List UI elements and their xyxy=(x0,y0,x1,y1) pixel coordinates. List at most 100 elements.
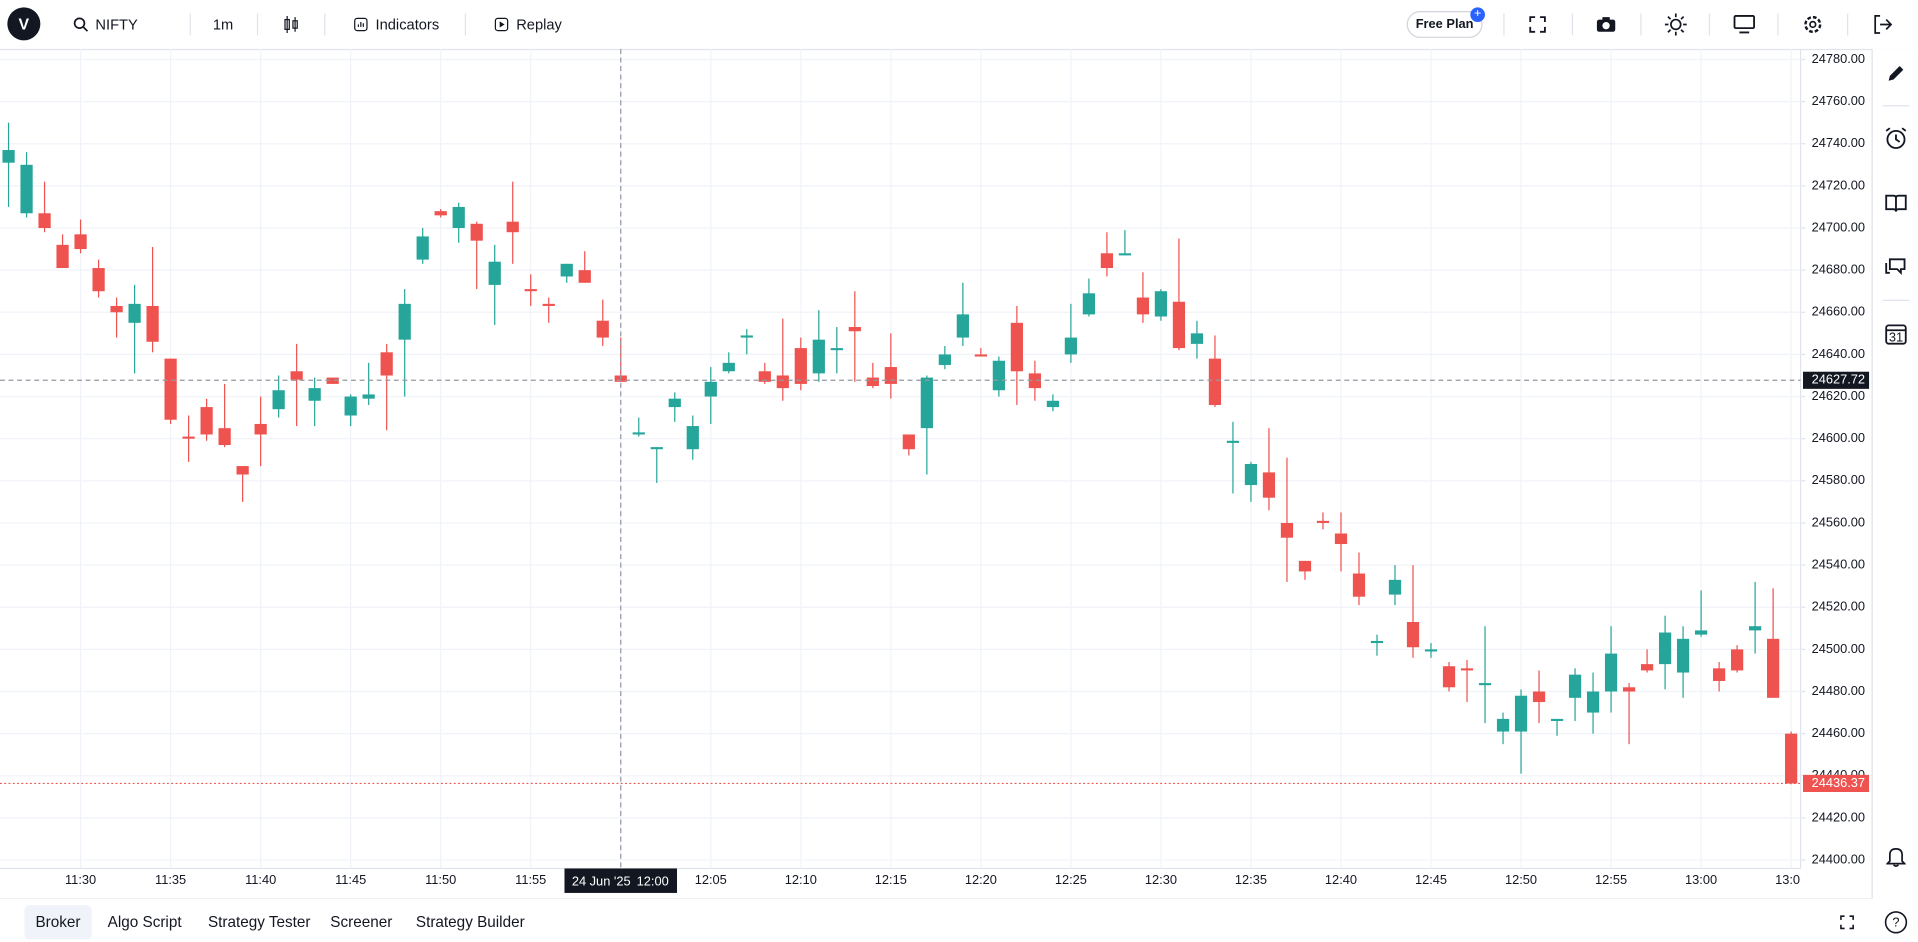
x-tick-label: 12:20 xyxy=(965,872,997,887)
candle-body xyxy=(380,352,393,376)
y-tick-label: 24760.00 xyxy=(1812,93,1866,108)
screen-icon[interactable] xyxy=(1733,14,1756,35)
symbol-search[interactable]: NIFTY xyxy=(73,0,138,49)
separator xyxy=(1777,13,1779,36)
candle-body xyxy=(1694,630,1708,635)
candle-body xyxy=(236,466,249,475)
candle-body xyxy=(1370,640,1384,644)
candle-body xyxy=(326,377,339,384)
candle-body xyxy=(578,270,591,283)
y-tick-label: 24640.00 xyxy=(1812,346,1866,361)
expand-icon[interactable] xyxy=(1840,915,1855,930)
logout-icon[interactable] xyxy=(1873,15,1893,35)
separator xyxy=(1708,13,1711,36)
plan-button[interactable]: Free Plan xyxy=(1406,11,1483,38)
y-tick-label: 24460.00 xyxy=(1812,725,1866,740)
candle-body xyxy=(1100,253,1114,269)
candle-body xyxy=(1010,322,1023,372)
journal-icon[interactable] xyxy=(1885,193,1907,213)
candle-body xyxy=(1767,638,1780,698)
candle-body xyxy=(56,244,69,269)
candle-body xyxy=(1226,440,1240,443)
crosshair-time-label: 12:00 xyxy=(637,873,669,888)
candle-body xyxy=(1352,573,1366,597)
x-tick-label: 11:50 xyxy=(425,872,456,887)
x-tick-label: 12:35 xyxy=(1235,872,1267,887)
symbol: NIFTY xyxy=(95,15,138,34)
x-tick-label: 11:30 xyxy=(65,872,96,887)
candle-body xyxy=(1172,301,1186,349)
calendar-icon[interactable]: 31 xyxy=(1885,323,1907,345)
candle-body xyxy=(470,223,483,241)
bottom-tab[interactable]: Algo Script xyxy=(107,913,182,931)
y-tick-label: 24540.00 xyxy=(1812,556,1866,571)
candle-body xyxy=(920,377,933,429)
candle-body xyxy=(1244,463,1258,486)
replay-label: Replay xyxy=(516,15,562,34)
candle-body xyxy=(1280,522,1294,538)
separator xyxy=(1640,13,1642,36)
draw-icon[interactable] xyxy=(1886,64,1906,84)
candle-body xyxy=(1406,621,1420,648)
candle-body xyxy=(272,390,285,410)
candle-body xyxy=(92,268,105,292)
candle-body xyxy=(2,150,15,163)
candle-body xyxy=(1262,472,1276,498)
candles xyxy=(2,122,1798,785)
interval-label: 1m xyxy=(212,15,234,34)
x-tick-label: 12:10 xyxy=(785,872,817,887)
separator xyxy=(1571,13,1574,36)
candle-body xyxy=(1046,400,1060,408)
interval[interactable]: 1m xyxy=(213,0,233,49)
candle-body xyxy=(398,303,411,340)
separator xyxy=(256,13,259,36)
separator xyxy=(1847,13,1849,36)
indicators-label: Indicators xyxy=(375,15,440,34)
y-tick-label: 24660.00 xyxy=(1812,304,1866,319)
camera-icon[interactable] xyxy=(1596,16,1616,33)
fullscreen-icon[interactable] xyxy=(1529,16,1546,33)
candle-body xyxy=(1118,253,1132,256)
candle-body xyxy=(1154,291,1168,317)
crosshair-time-box xyxy=(564,868,678,893)
replay-button[interactable]: Replay xyxy=(494,0,562,49)
theme-icon[interactable] xyxy=(1664,13,1687,36)
notification-icon[interactable] xyxy=(1886,845,1906,867)
candle-body xyxy=(254,423,267,435)
candle-body xyxy=(1712,668,1726,681)
candle-body xyxy=(1676,638,1690,673)
candle-body xyxy=(830,348,843,351)
candle-body xyxy=(1442,666,1456,688)
candle-body xyxy=(308,388,321,401)
candle-body xyxy=(1460,668,1474,671)
candle-body xyxy=(992,360,1005,391)
help-icon[interactable]: ? xyxy=(1884,910,1908,934)
plan-badge: + xyxy=(1470,7,1485,23)
x-tick-label: 12:40 xyxy=(1325,872,1357,887)
alert-icon[interactable] xyxy=(1885,127,1907,149)
indicators-button[interactable]: Indicators xyxy=(354,0,440,49)
bottom-tab[interactable]: Broker xyxy=(24,905,92,940)
candle-body xyxy=(1658,632,1672,665)
candle-body xyxy=(74,234,87,250)
y-tick-label: 24560.00 xyxy=(1812,514,1866,529)
candle-body xyxy=(1298,560,1312,572)
replay-icon xyxy=(494,17,509,32)
bottom-tab[interactable]: Strategy Tester xyxy=(207,913,311,931)
crosshair-price-box xyxy=(1803,371,1870,389)
settings-icon[interactable] xyxy=(1803,15,1823,35)
candle-body xyxy=(218,428,231,446)
candle-body xyxy=(1064,337,1078,355)
candle-body xyxy=(20,164,33,214)
candle-body xyxy=(902,434,915,450)
bottom-tab[interactable]: Strategy Builder xyxy=(415,913,525,931)
chart-type[interactable] xyxy=(284,0,299,49)
candle-body xyxy=(1316,520,1330,523)
candle-body xyxy=(200,407,213,435)
candle-body xyxy=(686,426,699,450)
chat-icon[interactable] xyxy=(1885,257,1907,277)
candle-body xyxy=(416,236,429,260)
logo[interactable]: V xyxy=(7,7,41,41)
bottom-tab[interactable]: Screener xyxy=(330,913,393,931)
candle-body xyxy=(740,335,753,338)
